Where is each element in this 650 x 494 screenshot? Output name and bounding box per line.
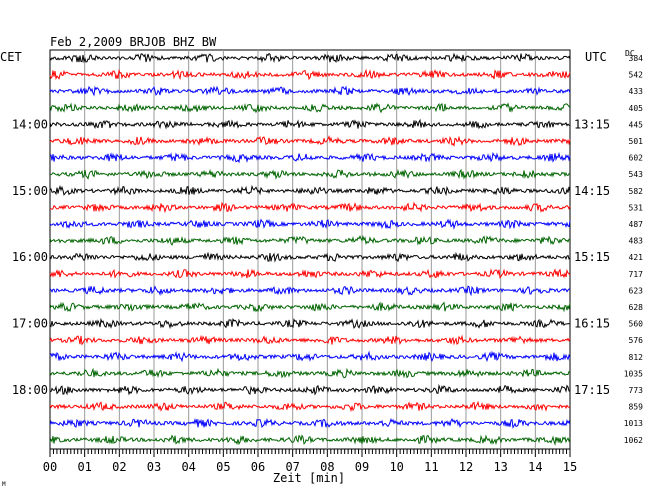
dc-offset-label: 1013 bbox=[624, 419, 643, 428]
chart-title: Feb 2,2009 BRJOB BHZ BW bbox=[50, 35, 217, 49]
dc-offset-label: 542 bbox=[629, 71, 644, 80]
hour-label-cet: 17:00 bbox=[12, 317, 48, 331]
right-zone-label: UTC bbox=[585, 50, 607, 64]
x-tick-label: 04 bbox=[181, 460, 195, 474]
x-tick-label: 05 bbox=[216, 460, 230, 474]
hour-label-utc: 14:15 bbox=[574, 184, 610, 198]
seismic-trace bbox=[49, 184, 571, 197]
x-tick-label: 15 bbox=[563, 460, 577, 474]
x-axis-label: Zeit [min] bbox=[273, 471, 345, 485]
seismic-trace bbox=[49, 400, 571, 413]
seismic-trace bbox=[49, 235, 571, 246]
x-tick-label: 14 bbox=[528, 460, 542, 474]
dc-offset-label: 812 bbox=[629, 353, 644, 362]
dc-offset-label: 445 bbox=[629, 120, 644, 129]
dc-offset-label: 487 bbox=[629, 220, 644, 229]
seismic-trace bbox=[49, 301, 571, 313]
x-tick-label: 11 bbox=[424, 460, 438, 474]
dc-offset-label: 717 bbox=[629, 270, 644, 279]
x-tick-label: 03 bbox=[147, 460, 161, 474]
dc-header: DC bbox=[625, 49, 635, 58]
hour-label-utc: 15:15 bbox=[574, 250, 610, 264]
dc-offset-label: 628 bbox=[629, 303, 644, 312]
seismic-trace bbox=[49, 417, 571, 429]
x-tick-label: 08 bbox=[320, 460, 334, 474]
dc-offset-label: 405 bbox=[629, 104, 644, 113]
dc-offset-label: 384 bbox=[629, 54, 644, 63]
dc-offset-label: 560 bbox=[629, 320, 644, 329]
seismic-trace bbox=[49, 285, 571, 297]
dc-offset-label: 773 bbox=[629, 386, 644, 395]
hour-label-cet: 18:00 bbox=[12, 383, 48, 397]
seismic-trace bbox=[49, 85, 571, 97]
x-tick-label: 10 bbox=[389, 460, 403, 474]
x-tick-label: 01 bbox=[77, 460, 91, 474]
x-axis: 00 01 02 03 04 05 06 07 08 09 10 11 12 13 14 15 bbox=[43, 449, 577, 474]
dc-offset-label: 501 bbox=[629, 137, 644, 146]
seismic-trace bbox=[49, 134, 571, 147]
seismic-trace bbox=[49, 52, 571, 64]
hour-label-utc: 16:15 bbox=[574, 317, 610, 331]
seismic-trace bbox=[49, 334, 571, 346]
trace-labels: 384 542 433 405 445 501 602 543 582 531 487 483 421 7… bbox=[12, 54, 643, 445]
left-zone-label: CET bbox=[0, 50, 22, 64]
seismic-trace bbox=[49, 102, 571, 114]
seismic-trace bbox=[49, 317, 571, 330]
dc-offset-label: 1035 bbox=[624, 369, 643, 378]
seismic-trace bbox=[49, 151, 571, 164]
seismic-trace bbox=[49, 201, 571, 214]
dc-offset-label: 623 bbox=[629, 286, 644, 295]
dc-offset-label: 602 bbox=[629, 154, 644, 163]
hour-label-cet: 14:00 bbox=[12, 117, 48, 131]
seismic-trace bbox=[49, 350, 571, 363]
dc-offset-label: 483 bbox=[629, 237, 644, 246]
x-tick-label: 12 bbox=[459, 460, 473, 474]
dc-offset-label: 421 bbox=[629, 253, 644, 262]
dc-offset-label: 433 bbox=[629, 87, 644, 96]
dc-offset-label: 531 bbox=[629, 203, 644, 212]
seismic-trace bbox=[49, 367, 571, 379]
seismic-trace bbox=[49, 118, 570, 130]
hour-label-utc: 17:15 bbox=[574, 383, 610, 397]
dc-offset-label: 1062 bbox=[624, 436, 643, 445]
x-tick-label: 09 bbox=[355, 460, 369, 474]
x-tick-label: 00 bbox=[43, 460, 57, 474]
dc-offset-label: 576 bbox=[629, 336, 644, 345]
x-tick-label: 06 bbox=[251, 460, 265, 474]
dc-offset-label: 859 bbox=[629, 403, 644, 412]
grid bbox=[49, 49, 571, 450]
seismic-trace bbox=[49, 434, 571, 446]
hour-label-utc: 13:15 bbox=[574, 117, 610, 131]
hour-label-cet: 15:00 bbox=[12, 184, 48, 198]
seismic-trace bbox=[49, 268, 571, 279]
seismic-trace bbox=[49, 383, 571, 396]
dc-offset-label: 582 bbox=[629, 187, 644, 196]
x-tick-label: 13 bbox=[493, 460, 507, 474]
traces bbox=[49, 52, 571, 446]
x-tick-label: 02 bbox=[112, 460, 126, 474]
dc-offset-label: 543 bbox=[629, 170, 644, 179]
seismic-trace bbox=[49, 218, 571, 230]
seismic-trace bbox=[49, 251, 571, 263]
corner-mark: M bbox=[2, 481, 6, 488]
x-tick-label: 07 bbox=[285, 460, 299, 474]
seismic-trace bbox=[49, 68, 571, 81]
seismic-trace bbox=[49, 168, 571, 180]
hour-label-cet: 16:00 bbox=[12, 250, 48, 264]
